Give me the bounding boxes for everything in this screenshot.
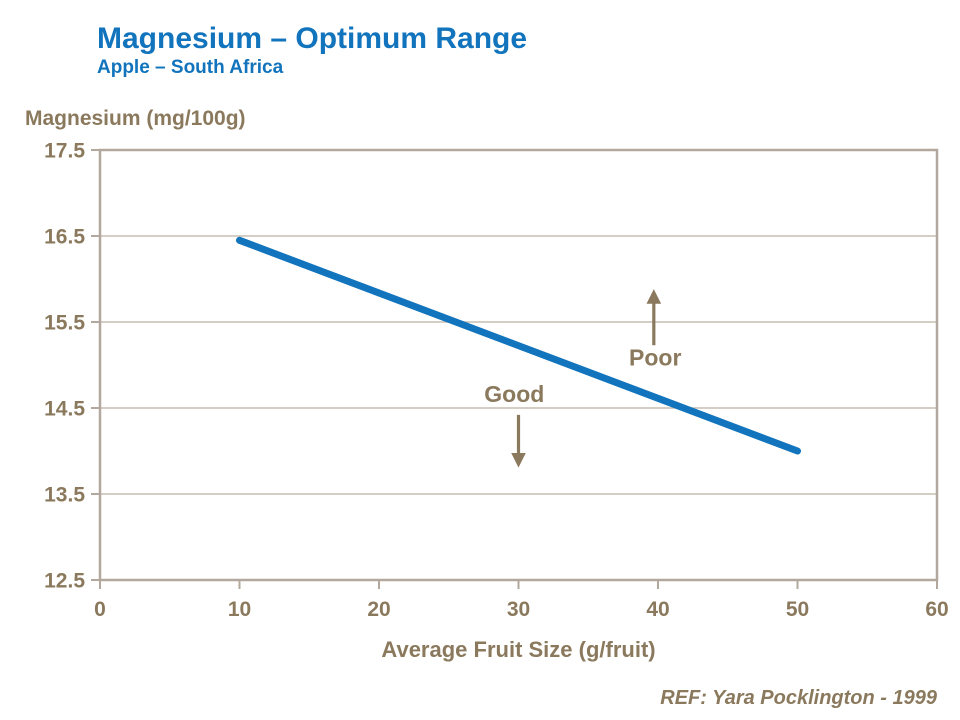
y-tick-label: 16.5 — [44, 226, 85, 249]
axis-ticks: 12.5 13.5 14.5 15.5 16.5 17.5 0 10 20 30 40 50 60 — [44, 140, 949, 622]
chart-title: Magnesium – Optimum Range — [97, 22, 528, 55]
y-tick-label: 13.5 — [44, 484, 85, 507]
annotations: Good Poor — [484, 289, 681, 468]
plot-frame — [98, 148, 939, 582]
annotation-label-poor: Poor — [629, 344, 681, 370]
annotation-label-good: Good — [484, 381, 544, 407]
chart-subtitle: Apple – South Africa — [97, 57, 284, 78]
x-tick-label: 0 — [94, 598, 106, 621]
reference-text: REF: Yara Pocklington - 1999 — [660, 687, 937, 709]
y-tick-label: 17.5 — [44, 140, 85, 163]
y-tick-label: 15.5 — [44, 312, 85, 335]
plot-border — [98, 148, 939, 582]
x-tick-label: 40 — [646, 598, 669, 621]
x-tick-label: 10 — [228, 598, 251, 621]
y-tick-label: 14.5 — [44, 398, 85, 421]
x-axis-title: Average Fruit Size (g/fruit) — [381, 637, 656, 662]
data-series — [236, 236, 801, 455]
x-tick-label: 60 — [925, 598, 948, 621]
gridlines — [101, 235, 936, 495]
y-tick-label: 12.5 — [44, 570, 85, 593]
x-tick-label: 20 — [367, 598, 390, 621]
x-tick-label: 30 — [507, 598, 530, 621]
y-axis-title: Magnesium (mg/100g) — [25, 107, 246, 130]
series-optimum-range-line — [236, 236, 801, 455]
x-tick-label: 50 — [786, 598, 809, 621]
